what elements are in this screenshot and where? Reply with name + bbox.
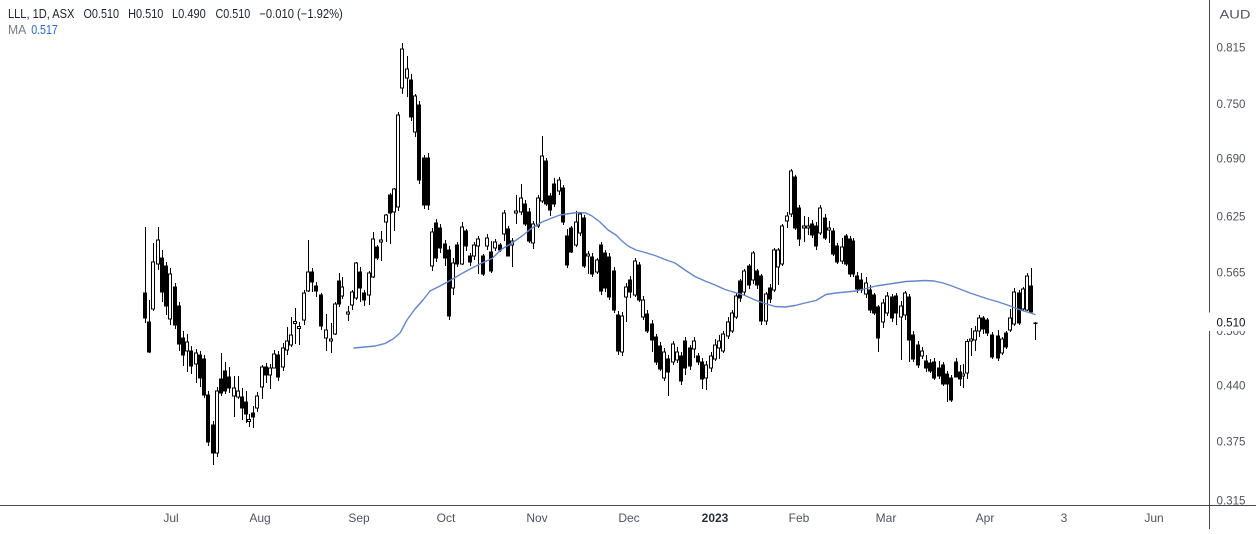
svg-text:Apr: Apr — [976, 511, 995, 525]
svg-text:0.815: 0.815 — [1217, 40, 1246, 54]
svg-text:Nov: Nov — [526, 511, 547, 525]
svg-text:LLL, 1D, ASX: LLL, 1D, ASX — [8, 7, 75, 21]
svg-text:C0.510: C0.510 — [216, 7, 251, 21]
svg-text:0.510: 0.510 — [1217, 315, 1246, 329]
svg-text:0.517: 0.517 — [31, 23, 58, 37]
svg-text:Jun: Jun — [1144, 511, 1163, 525]
svg-text:Sep: Sep — [348, 511, 370, 525]
svg-text:−0.010 (−1.92%): −0.010 (−1.92%) — [259, 7, 342, 21]
svg-text:MA: MA — [8, 23, 27, 37]
svg-text:O0.510: O0.510 — [84, 7, 120, 21]
svg-text:Jul: Jul — [163, 511, 178, 525]
svg-text:0.440: 0.440 — [1217, 378, 1246, 392]
svg-text:0.750: 0.750 — [1217, 97, 1246, 111]
svg-text:H0.510: H0.510 — [128, 7, 163, 21]
svg-text:Dec: Dec — [618, 511, 639, 525]
svg-text:0.315: 0.315 — [1217, 493, 1246, 507]
svg-text:Oct: Oct — [437, 511, 456, 525]
svg-text:0.565: 0.565 — [1217, 265, 1246, 279]
svg-text:0.375: 0.375 — [1217, 434, 1246, 448]
svg-text:L0.490: L0.490 — [172, 7, 206, 21]
svg-text:AUD: AUD — [1220, 7, 1251, 21]
svg-text:3: 3 — [1061, 511, 1068, 525]
svg-text:Mar: Mar — [876, 511, 897, 525]
svg-text:Feb: Feb — [789, 511, 810, 525]
svg-text:2023: 2023 — [702, 511, 729, 525]
svg-text:0.690: 0.690 — [1217, 151, 1246, 165]
svg-text:0.625: 0.625 — [1217, 209, 1246, 223]
svg-text:Aug: Aug — [249, 511, 270, 525]
